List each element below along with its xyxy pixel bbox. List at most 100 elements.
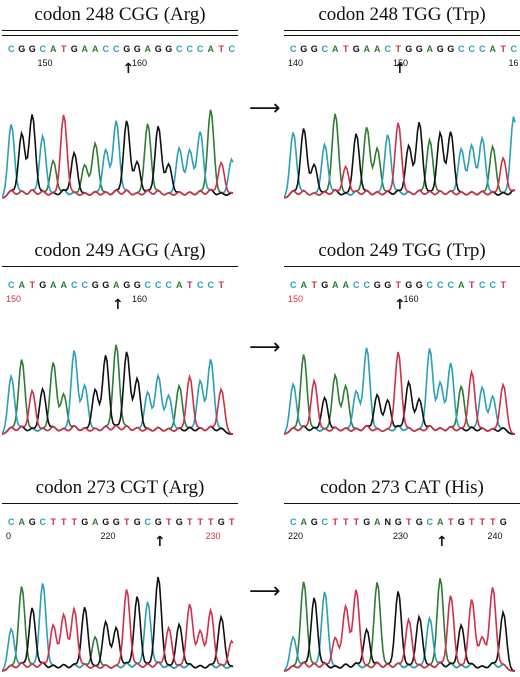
base-call: T xyxy=(197,517,204,527)
base-call: T xyxy=(218,44,225,54)
base-call: T xyxy=(332,517,339,527)
chromatogram-panel-codon-249-trp: codon 249 TGG (Trp) C A T G A A C C G G T G G C C C A T C C T… xyxy=(284,240,520,440)
trace-g xyxy=(2,576,234,672)
mutation-site-arrow-icon: ↑ xyxy=(436,534,448,550)
mutation-site-arrow-icon: ↑ xyxy=(394,297,406,313)
base-call: C xyxy=(71,280,78,290)
transition-arrow-248: ⟶ xyxy=(249,96,281,121)
base-call: T xyxy=(208,517,214,527)
base-call: T xyxy=(395,44,402,54)
base-call: G xyxy=(39,280,47,290)
base-call: C xyxy=(321,517,329,527)
panel-title: codon 273 CAT (His) xyxy=(320,477,484,498)
base-call: T xyxy=(29,280,36,290)
base-call: A xyxy=(332,44,339,54)
base-call: A xyxy=(300,517,308,527)
trace-t xyxy=(2,373,234,435)
base-call: T xyxy=(61,517,67,527)
base-call: G xyxy=(405,280,413,290)
trace-t xyxy=(2,589,234,672)
chromatogram-trace xyxy=(284,113,516,199)
base-call: A xyxy=(92,44,99,54)
chromatogram-trace xyxy=(284,347,516,435)
trace-t xyxy=(2,114,234,199)
base-call: A xyxy=(374,44,381,54)
base-call: T xyxy=(406,517,412,527)
base-call: G xyxy=(18,44,26,54)
base-call: G xyxy=(352,44,360,54)
position-label: 160 xyxy=(132,294,148,304)
mutation-site-arrow-icon: ↑ xyxy=(154,534,166,550)
base-call: G xyxy=(102,280,110,290)
base-call: C xyxy=(113,44,120,54)
title-underline xyxy=(284,503,520,504)
base-call: G xyxy=(133,280,141,290)
base-call: C xyxy=(290,280,297,290)
base-call: A xyxy=(300,280,308,290)
base-call: C xyxy=(144,280,152,290)
base-call: C xyxy=(479,280,486,290)
base-call: C xyxy=(228,44,236,54)
base-call: C xyxy=(144,517,152,527)
base-call: T xyxy=(479,517,486,527)
title-underline-secondary xyxy=(284,35,520,36)
panel-title: codon 248 CGG (Arg) xyxy=(34,4,206,25)
base-call: T xyxy=(469,517,475,527)
base-call: A xyxy=(426,44,434,54)
position-label: 230 xyxy=(393,531,409,541)
base-call: T xyxy=(448,517,454,527)
title-underline xyxy=(284,266,520,267)
chromatogram-panel-codon-248-trp: codon 248 TGG (Trp) C G G C A T G A A C T G G A G G C C C A T… xyxy=(284,4,520,204)
base-call: T xyxy=(500,280,507,290)
base-call: C xyxy=(489,280,497,290)
title-underline xyxy=(2,503,238,504)
base-call: A xyxy=(342,280,350,290)
base-call: C xyxy=(426,280,434,290)
chromatogram-panel-codon-248-arg: codon 248 CGG (Arg) C G G C A T G A A C C G G A G G C C C A T… xyxy=(2,4,238,204)
trace-g xyxy=(284,379,515,435)
position-label: 150 xyxy=(37,58,53,68)
base-call: T xyxy=(229,517,235,527)
panel-title: codon 249 TGG (Trp) xyxy=(318,240,486,261)
base-call: G xyxy=(91,280,99,290)
base-call: C xyxy=(176,44,183,54)
panel-title: codon 248 TGG (Trp) xyxy=(318,4,486,25)
base-call: C xyxy=(102,44,110,54)
base-call: G xyxy=(154,44,162,54)
base-call: G xyxy=(394,517,402,527)
base-call: C xyxy=(197,280,204,290)
base-call: G xyxy=(499,517,507,527)
base-call: C xyxy=(8,517,15,527)
base-call: T xyxy=(343,44,349,54)
base-call: C xyxy=(81,280,89,290)
trace-c xyxy=(2,583,234,671)
transition-arrow-249: ⟶ xyxy=(249,335,281,360)
base-call: T xyxy=(395,280,402,290)
trace-t xyxy=(284,587,515,672)
panel-title: codon 273 CGT (Arg) xyxy=(35,477,205,498)
base-call: C xyxy=(8,280,15,290)
base-call: C xyxy=(165,280,173,290)
base-call: C xyxy=(39,44,47,54)
base-call: T xyxy=(187,517,193,527)
base-call: N xyxy=(384,517,392,527)
base-call: A xyxy=(437,517,444,527)
base-call: G xyxy=(457,517,465,527)
base-call: T xyxy=(469,280,475,290)
base-call: G xyxy=(436,44,444,54)
position-label: 16 xyxy=(508,58,519,68)
base-call: G xyxy=(310,44,318,54)
base-call: C xyxy=(197,44,204,54)
trace-a xyxy=(2,586,234,672)
transition-arrow-273: ⟶ xyxy=(249,579,281,604)
title-underline-secondary xyxy=(2,35,238,36)
position-label: 0 xyxy=(6,531,12,541)
base-call: A xyxy=(176,280,183,290)
base-call: A xyxy=(144,44,152,54)
base-call: G xyxy=(373,280,381,290)
base-call: G xyxy=(415,517,423,527)
